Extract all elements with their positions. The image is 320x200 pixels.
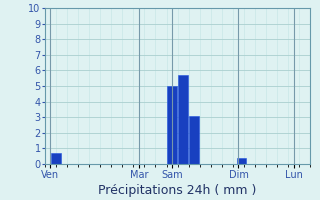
Bar [51,153,60,164]
Bar [237,158,246,164]
Bar [167,86,177,164]
X-axis label: Précipitations 24h ( mm ): Précipitations 24h ( mm ) [99,184,257,197]
Bar [189,116,199,164]
Bar [179,75,188,164]
